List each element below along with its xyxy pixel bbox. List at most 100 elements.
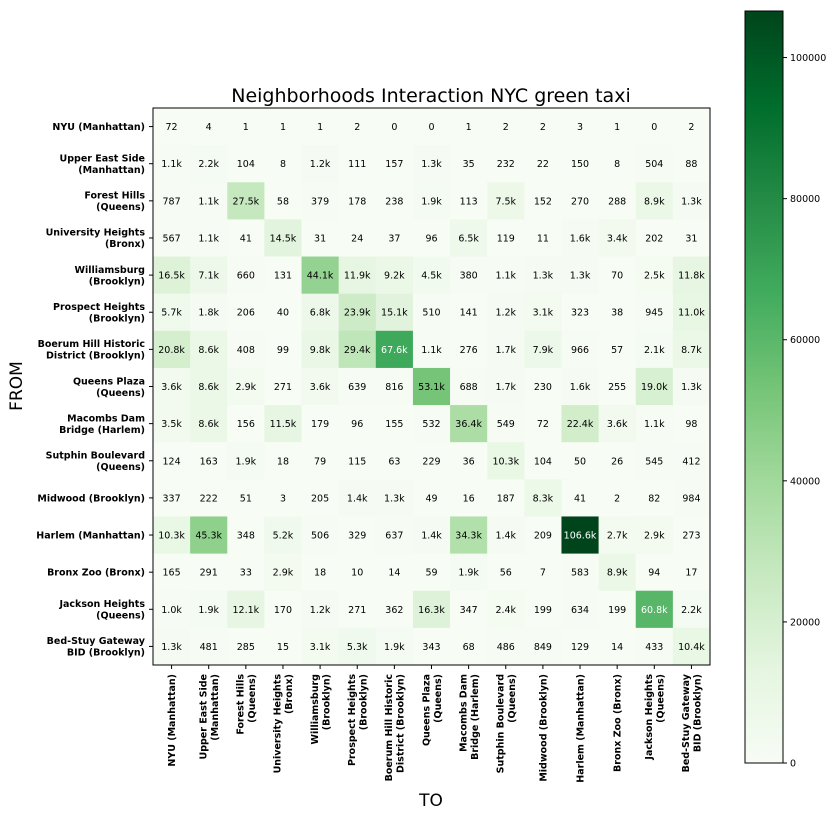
cell-value-label: 9.8k [310,345,331,356]
cell-value-label: 6.8k [310,308,331,319]
cell-value-label: 113 [460,196,478,207]
cell-value-label: 10.3k [158,531,185,542]
y-tick-label: Bronx Zoo (Bronx) [47,568,145,579]
heatmap-cell [598,182,637,220]
heatmap-cell [487,108,525,146]
cell-value-label: 22.4k [567,419,594,430]
heatmap-cell [561,553,600,592]
x-tick-label: District (Brooklyn) [396,674,407,773]
cell-value-label: 49 [425,493,437,504]
cell-value-label: 72 [537,419,549,430]
y-tick-label: Williamsburg [74,265,145,276]
cell-value-label: 3.6k [607,419,628,430]
heatmap-cell [153,553,191,592]
cell-value-label: 2.5k [644,271,665,282]
colorbar-tick-label: 40000 [790,476,820,487]
heatmap-cell [338,330,377,369]
heatmap-cell [227,590,265,629]
cell-value-label: 29.4k [344,345,371,356]
x-tick-label: (Brooklyn) [321,674,332,730]
cell-value-label: 660 [237,271,255,282]
heatmap-cell [672,219,711,258]
cell-value-label: 119 [497,233,515,244]
cell-value-label: 0 [391,122,397,133]
y-tick-labels: NYU (Manhattan) Upper East Side(Manhattan… [36,122,153,659]
x-tick-label: Boerum Hill Historic [384,674,395,781]
cell-value-label: 31 [685,233,697,244]
cell-value-label: 155 [385,419,403,430]
colorbar-tick-label: 60000 [790,335,820,346]
heatmap-cell [598,108,637,146]
heatmap-cell [561,405,600,443]
heatmap-cell [412,330,451,369]
heatmap-cell [672,330,711,369]
heatmap-cell [301,405,340,443]
heatmap-cell [190,256,228,295]
y-tick-label: Queens Plaza [73,376,145,387]
heatmap-cell [672,516,711,555]
cell-value-label: 3.6k [161,382,182,393]
heatmap-cell [375,145,414,183]
cell-value-label: 131 [274,271,292,282]
heatmap-cell [598,293,637,332]
heatmap-cell [338,182,377,220]
heatmap-cell [375,479,414,517]
cell-value-label: 2.1k [644,345,665,356]
heatmap-cell [635,145,674,183]
cell-value-label: 273 [682,531,700,542]
heatmap-cell [190,145,228,183]
heatmap-cell [412,367,451,406]
colorbar-tick-label: 20000 [790,617,820,628]
cell-value-label: 36.4k [455,419,482,430]
cell-value-label: 31 [314,233,326,244]
heatmap-cell [301,367,340,406]
cell-value-label: 343 [422,642,440,653]
cell-value-label: 35 [463,159,475,170]
cell-value-label: 165 [162,568,180,579]
cell-value-label: 1.4k [421,531,442,542]
cell-value-label: 18 [277,456,289,467]
cell-value-label: 337 [162,493,180,504]
colorbar [744,10,784,764]
heatmap-cell [412,479,451,517]
cell-value-label: 0 [651,122,657,133]
heatmap-cell [487,145,525,183]
x-tick-label: Jackson Heights [644,674,655,761]
heatmap-cell [264,405,303,443]
heatmap-cell [412,108,451,146]
cell-value-label: 347 [460,605,478,616]
cell-value-label: 285 [237,642,255,653]
cell-value-label: 637 [385,531,403,542]
cell-value-label: 3.1k [533,308,554,319]
x-tick-label: Bridge (Harlem) [470,674,481,760]
cell-value-label: 106.6k [564,531,597,542]
heatmap-cell [375,330,414,369]
cell-value-label: 7.9k [533,345,554,356]
heatmap-cell [375,405,414,443]
heatmap-cell [153,108,191,146]
x-tick-label: Harlem (Manhattan) [576,674,587,783]
cell-value-label: 486 [497,642,515,653]
heatmap-cell [153,405,191,443]
cell-value-label: 1.1k [198,233,219,244]
cell-value-label: 412 [682,456,700,467]
cell-value-label: 82 [648,493,660,504]
y-tick-label: Sutphin Boulevard [46,451,145,462]
cell-value-label: 94 [648,568,660,579]
heatmap-cell [412,219,451,258]
cell-value-label: 1.2k [310,605,331,616]
cell-value-label: 88 [685,159,697,170]
y-tick-label: (Bronx) [105,239,145,250]
heatmap-cell [450,590,488,629]
heatmap-cell [524,293,562,332]
heatmap-cell [450,293,488,332]
cell-value-label: 111 [348,159,366,170]
heatmap-cell [301,553,340,592]
x-tick-label: Queens Plaza [421,674,432,746]
cell-value-label: 7 [540,568,546,579]
heatmap-cell [264,516,303,555]
heatmap-cell [227,367,265,406]
x-tick-label: (Queens) [247,674,258,723]
cell-value-label: 22 [537,159,549,170]
chart-title: Neighborhoods Interaction NYC green taxi [231,85,630,107]
